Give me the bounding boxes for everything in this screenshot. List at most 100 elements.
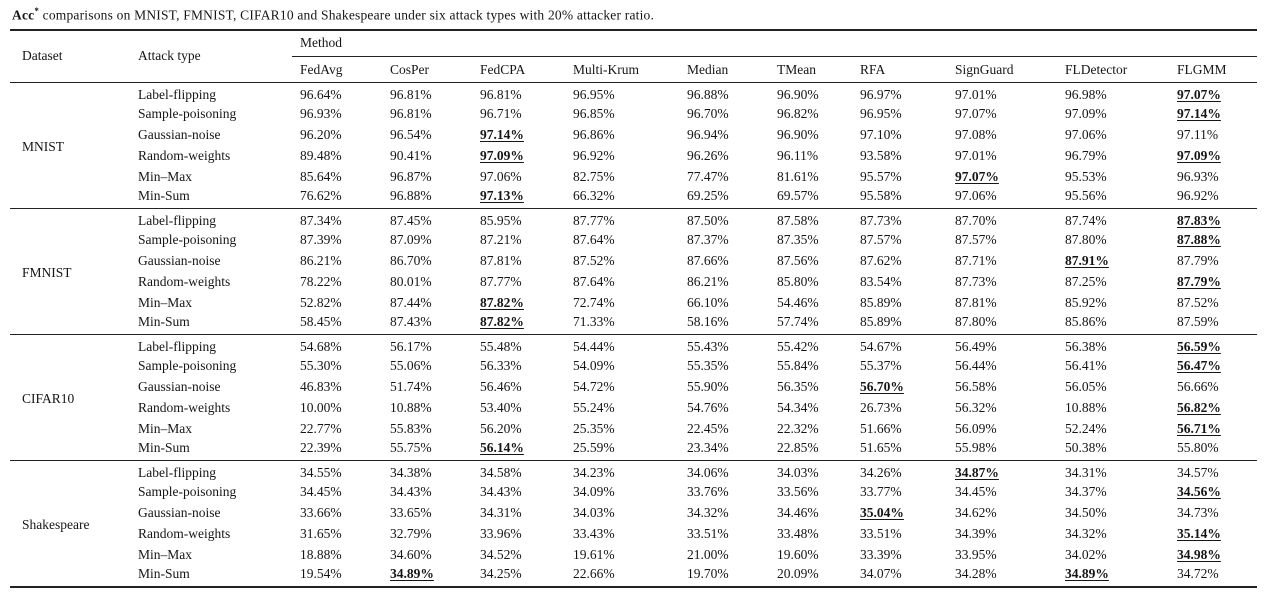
accuracy-value: 58.16%	[687, 314, 729, 330]
accuracy-value: 56.70%	[860, 379, 904, 394]
accuracy-value: 10.88%	[1065, 400, 1107, 415]
accuracy-value: 85.64%	[300, 169, 342, 184]
accuracy-value: 56.32%	[955, 400, 997, 415]
accuracy-value: 34.28%	[955, 566, 997, 581]
accuracy-value: 96.11%	[777, 148, 819, 163]
accuracy-value: 96.64%	[300, 86, 342, 102]
table-header: Dataset Attack type Method FedAvg CosPer…	[10, 29, 1257, 83]
accuracy-value: 83.54%	[860, 274, 902, 289]
attack-type-label: Sample-poisoning	[138, 106, 237, 121]
attack-type-label: Min–Max	[138, 421, 192, 436]
accuracy-value: 97.07%	[1177, 86, 1221, 102]
attack-type-label: Gaussian-noise	[138, 379, 221, 394]
attack-type-label: Min-Sum	[138, 188, 190, 204]
attack-type-label: Random-weights	[138, 400, 231, 415]
accuracy-value: 52.82%	[300, 295, 342, 310]
accuracy-value: 95.56%	[1065, 188, 1107, 204]
accuracy-value: 66.10%	[687, 295, 729, 310]
table-row: Min-Sum 22.39% 55.75% 56.14% 25.59% 23.34% 22.…	[10, 440, 1257, 461]
accuracy-value: 34.45%	[955, 484, 997, 499]
accuracy-value: 87.45%	[390, 212, 432, 228]
accuracy-value: 19.70%	[687, 566, 729, 581]
table-row: Min–Max 85.64% 96.87% 97.06% 82.75% 77.47% 81.…	[10, 167, 1257, 188]
accuracy-value: 96.88%	[687, 86, 729, 102]
attack-type-label: Min-Sum	[138, 314, 190, 330]
accuracy-value: 97.06%	[480, 169, 522, 184]
accuracy-value: 51.66%	[860, 421, 902, 436]
table-row: MNIST Label-flipping 96.64% 96.81% 96.81% 96.…	[10, 83, 1257, 154]
dataset-label: CIFAR10	[22, 391, 75, 406]
accuracy-value: 33.48%	[777, 526, 819, 541]
accuracy-value: 96.87%	[390, 169, 432, 184]
accuracy-value: 97.14%	[480, 127, 524, 142]
accuracy-value: 82.75%	[573, 169, 615, 184]
accuracy-value: 87.80%	[1065, 232, 1107, 247]
table-row: Random-weights 31.65% 32.79% 33.96% 33.43% 33…	[10, 524, 1257, 545]
attack-type-label: Random-weights	[138, 274, 231, 289]
accuracy-value: 96.95%	[573, 86, 615, 102]
accuracy-value: 34.60%	[390, 547, 432, 562]
accuracy-value: 96.70%	[687, 106, 729, 121]
accuracy-value: 34.23%	[573, 464, 615, 480]
header-method-signguard: SignGuard	[947, 56, 1057, 83]
accuracy-value: 87.77%	[573, 212, 615, 228]
accuracy-value: 96.71%	[480, 106, 522, 121]
accuracy-value: 81.61%	[777, 169, 819, 184]
accuracy-value: 18.88%	[300, 547, 342, 562]
accuracy-value: 97.14%	[1177, 106, 1221, 121]
accuracy-value: 34.87%	[955, 464, 999, 480]
dataset-label: Shakespeare	[22, 516, 90, 532]
accuracy-value: 34.25%	[480, 566, 522, 581]
accuracy-value: 34.89%	[390, 566, 434, 581]
accuracy-value: 25.59%	[573, 440, 615, 456]
accuracy-value: 96.90%	[777, 86, 819, 102]
accuracy-value: 87.44%	[390, 295, 432, 310]
accuracy-value: 34.26%	[860, 464, 902, 480]
accuracy-value: 87.83%	[1177, 212, 1221, 228]
accuracy-value: 54.76%	[687, 400, 729, 415]
accuracy-value: 78.22%	[300, 274, 342, 289]
header-dataset: Dataset	[10, 29, 130, 83]
accuracy-value: 87.52%	[1177, 295, 1219, 310]
attack-type-label: Sample-poisoning	[138, 484, 237, 499]
accuracy-value: 19.61%	[573, 547, 615, 562]
accuracy-value: 35.04%	[860, 505, 904, 520]
attack-type-label: Min–Max	[138, 295, 192, 310]
accuracy-value: 56.38%	[1065, 338, 1107, 354]
accuracy-value: 96.85%	[573, 106, 615, 121]
header-method-fedcpa: FedCPA	[472, 56, 565, 83]
accuracy-value: 55.98%	[955, 440, 997, 456]
attack-type-label: Label-flipping	[138, 212, 216, 228]
accuracy-value: 97.07%	[955, 106, 997, 121]
accuracy-value: 55.42%	[777, 338, 819, 354]
accuracy-value: 87.73%	[860, 212, 902, 228]
accuracy-value: 69.57%	[777, 188, 819, 204]
accuracy-value: 34.72%	[1177, 566, 1219, 581]
table-row: Min–Max 22.77% 55.83% 56.20% 25.35% 22.45% 22.…	[10, 419, 1257, 440]
accuracy-value: 87.79%	[1177, 253, 1219, 268]
accuracy-value: 96.92%	[1177, 188, 1219, 204]
accuracy-value: 56.49%	[955, 338, 997, 354]
header-method-rfa: RFA	[852, 56, 947, 83]
accuracy-value: 66.32%	[573, 188, 615, 204]
accuracy-value: 56.14%	[480, 440, 524, 456]
accuracy-value: 87.80%	[955, 314, 997, 330]
accuracy-value: 97.01%	[955, 148, 997, 163]
accuracy-value: 87.64%	[573, 274, 615, 289]
accuracy-value: 34.55%	[300, 464, 342, 480]
accuracy-value: 97.09%	[1177, 148, 1221, 163]
attack-type-label: Min-Sum	[138, 566, 190, 581]
accuracy-value: 34.52%	[480, 547, 522, 562]
accuracy-value: 85.86%	[1065, 314, 1107, 330]
accuracy-value: 87.37%	[687, 232, 729, 247]
accuracy-value: 54.72%	[573, 379, 615, 394]
paper-page: Acc* comparisons on MNIST, FMNIST, CIFAR…	[10, 6, 1257, 588]
header-method-flgmm: FLGMM	[1169, 56, 1257, 83]
accuracy-value: 34.56%	[1177, 484, 1221, 499]
accuracy-value: 96.93%	[300, 106, 342, 121]
accuracy-value: 97.11%	[1177, 127, 1219, 142]
accuracy-value: 97.08%	[955, 127, 997, 142]
accuracy-value: 87.57%	[955, 232, 997, 247]
table-row: Random-weights 78.22% 80.01% 87.77% 87.64% 86…	[10, 272, 1257, 293]
accuracy-value: 87.77%	[480, 274, 522, 289]
